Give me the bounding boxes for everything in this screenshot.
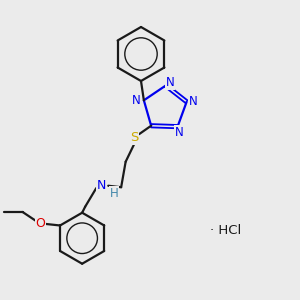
Text: H: H: [110, 187, 118, 200]
Text: N: N: [132, 94, 141, 107]
Text: O: O: [36, 218, 46, 230]
Text: N: N: [97, 179, 106, 192]
Text: N: N: [189, 95, 198, 108]
Text: N: N: [166, 76, 175, 89]
Text: S: S: [130, 131, 139, 144]
Text: · HCl: · HCl: [210, 224, 241, 238]
Text: N: N: [175, 126, 184, 139]
